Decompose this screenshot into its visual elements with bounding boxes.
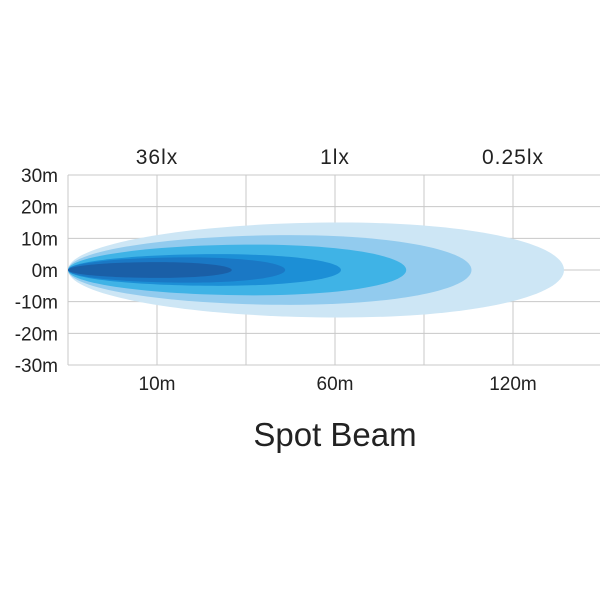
y-tick-label: 20m xyxy=(21,198,58,219)
x-tick-label: 10m xyxy=(139,374,176,395)
lux-label: 0.25lx xyxy=(482,146,544,169)
y-tick-label: 30m xyxy=(21,166,58,187)
beam-contour xyxy=(68,262,232,278)
lux-label: 1lx xyxy=(320,146,350,169)
x-tick-label: 120m xyxy=(489,374,537,395)
y-tick-label: -30m xyxy=(15,356,58,377)
chart-title: Spot Beam xyxy=(253,416,416,453)
y-tick-label: -10m xyxy=(15,293,58,314)
y-axis-ticks: 30m 20m 10m 0m -10m -20m -30m xyxy=(15,166,58,377)
y-tick-label: -20m xyxy=(15,324,58,345)
lux-label: 36lx xyxy=(136,146,179,169)
lux-labels: 36lx 1lx 0.25lx xyxy=(136,146,544,169)
x-tick-label: 60m xyxy=(317,374,354,395)
beam-pattern xyxy=(68,222,564,318)
x-axis-ticks: 10m 60m 120m xyxy=(139,374,537,395)
y-tick-label: 0m xyxy=(32,261,58,282)
y-tick-label: 10m xyxy=(21,229,58,250)
